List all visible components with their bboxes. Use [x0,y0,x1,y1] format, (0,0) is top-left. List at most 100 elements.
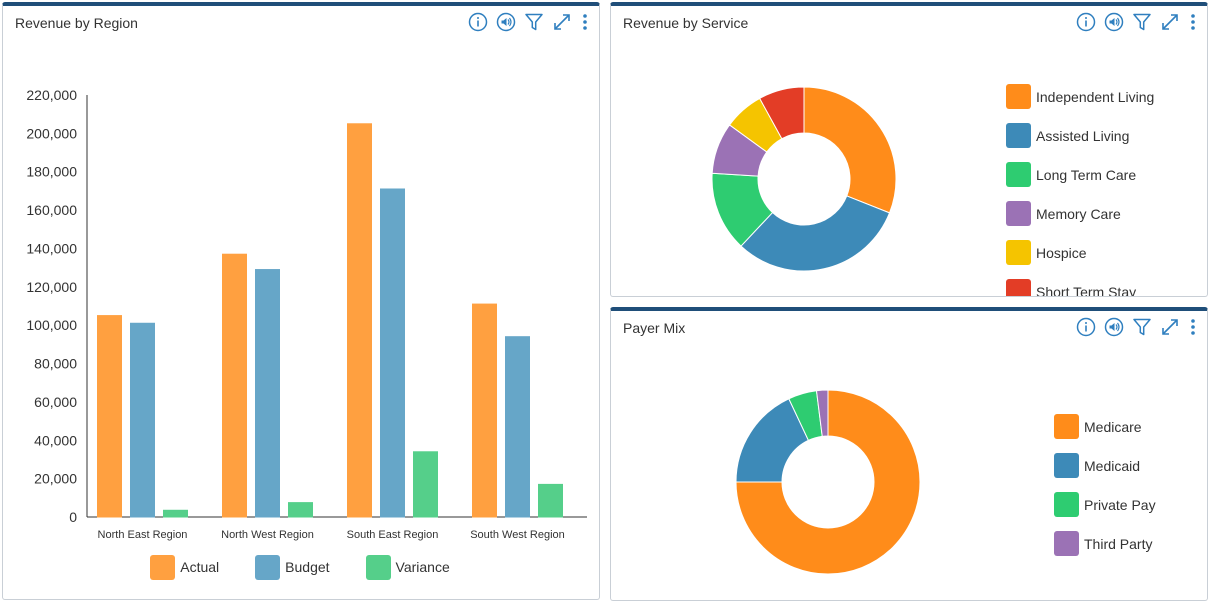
legend-swatch [150,554,176,580]
speaker-icon[interactable] [1103,11,1125,33]
expand-icon[interactable] [1159,316,1181,338]
legend-label: Independent Living [1036,88,1155,105]
info-icon[interactable] [1075,316,1097,338]
panel-toolbar [1075,11,1199,33]
panel-toolbar [1075,316,1199,338]
panel-title: Revenue by Service [623,15,749,31]
y-tick-label: 180,000 [26,164,77,180]
bar-actual-1[interactable] [222,253,247,518]
legend-item-short-term-stay[interactable]: Short Term Stay [1006,272,1154,297]
legend-label: Actual [180,559,220,575]
legend-swatch [1054,531,1079,556]
legend-label: Hospice [1036,244,1087,261]
bar-variance-2[interactable] [413,451,438,518]
legend-item-memory-care[interactable]: Memory Care [1006,194,1154,233]
y-tick-label: 100,000 [26,317,77,333]
legend-swatch [1006,162,1031,187]
bar-actual-3[interactable] [472,303,497,518]
bar-chart-legend: Actual Budget Variance [0,552,600,582]
y-tick-label: 140,000 [26,240,77,256]
legend-item-medicaid[interactable]: Medicaid [1054,446,1156,485]
bar-variance-3[interactable] [538,483,563,518]
bar-chart: 0 20,000 40,000 60,000 80,000 100,000 120,000 1… [26,87,587,541]
y-tick-label: 200,000 [26,125,77,141]
legend-item-medicare[interactable]: Medicare [1054,407,1156,446]
payer-mix-panel: Payer Mix Medicare Medicaid Private Pay Thi… [610,307,1208,601]
info-icon[interactable] [1075,11,1097,33]
revenue-by-service-panel: Revenue by Service Independent Living Ass… [610,2,1208,297]
y-tick-label: 40,000 [34,432,77,448]
legend-label: Budget [285,559,330,575]
service-donut-chart [711,86,897,272]
legend-swatch [1054,492,1079,517]
bar-variance-0[interactable] [163,509,188,518]
legend-swatch [1006,240,1031,265]
panel-toolbar [467,11,591,33]
legend-label: Private Pay [1084,496,1156,513]
service-legend: Independent Living Assisted Living Long Te… [1006,77,1154,297]
legend-swatch [1054,414,1079,439]
bar-budget-3[interactable] [505,336,530,518]
info-icon[interactable] [467,11,489,33]
legend-swatch [255,554,281,580]
payer-legend: Medicare Medicaid Private Pay Third Party [1054,407,1156,563]
category-label: South West Region [470,529,565,541]
legend-label: Assisted Living [1036,127,1130,144]
y-tick-label: 220,000 [26,87,77,103]
panel-title: Payer Mix [623,320,686,336]
slice-short-term-stay[interactable] [758,86,805,140]
expand-icon[interactable] [551,11,573,33]
legend-label: Third Party [1084,535,1153,552]
legend-label: Medicare [1084,418,1142,435]
legend-label: Medicaid [1084,457,1141,474]
payer-donut-chart [735,389,921,575]
expand-icon[interactable] [1159,11,1181,33]
y-tick-label: 120,000 [26,279,77,295]
y-tick-label: 0 [69,509,77,525]
legend-label: Memory Care [1036,205,1121,222]
more-vertical-icon[interactable] [1187,316,1199,338]
slice-third-party[interactable] [815,389,829,437]
filter-icon[interactable] [523,11,545,33]
bar-actual-2[interactable] [347,123,372,518]
speaker-icon[interactable] [495,11,517,33]
slice-independent-living[interactable] [803,86,897,214]
y-tick-label: 20,000 [34,471,77,487]
bar-variance-1[interactable] [288,502,313,518]
legend-item-hospice[interactable]: Hospice [1006,233,1154,272]
y-tick-label: 80,000 [34,356,77,372]
more-vertical-icon[interactable] [579,11,591,33]
bar-budget-1[interactable] [255,269,280,518]
legend-item-budget[interactable]: Budget [255,552,330,582]
filter-icon[interactable] [1131,11,1153,33]
slice-medicare[interactable] [735,389,921,575]
bar-budget-0[interactable] [130,322,155,518]
legend-item-assisted-living[interactable]: Assisted Living [1006,116,1154,155]
legend-swatch [1006,84,1031,109]
slice-assisted-living[interactable] [740,195,891,272]
y-tick-label: 160,000 [26,202,77,218]
legend-swatch [365,554,391,580]
legend-item-actual[interactable]: Actual [150,552,219,582]
category-label: North East Region [98,529,188,541]
category-label: South East Region [347,529,439,541]
bar-actual-0[interactable] [97,315,122,518]
legend-label: Long Term Care [1036,166,1137,183]
revenue-by-region-panel: Revenue by Region 0 20,000 40,000 60,000 80,… [2,2,600,600]
legend-item-independent-living[interactable]: Independent Living [1006,77,1154,116]
legend-swatch [1054,453,1079,478]
legend-label: Variance [395,559,450,575]
legend-item-private-pay[interactable]: Private Pay [1054,485,1156,524]
category-label: North West Region [221,529,314,541]
legend-item-long-term-care[interactable]: Long Term Care [1006,155,1154,194]
legend-swatch [1006,279,1031,296]
legend-item-third-party[interactable]: Third Party [1054,524,1156,563]
more-vertical-icon[interactable] [1187,11,1199,33]
y-tick-label: 60,000 [34,394,77,410]
filter-icon[interactable] [1131,316,1153,338]
legend-label: Short Term Stay [1036,283,1137,297]
panel-title: Revenue by Region [15,15,138,31]
bar-budget-2[interactable] [380,188,405,518]
speaker-icon[interactable] [1103,316,1125,338]
legend-item-variance[interactable]: Variance [365,552,450,582]
